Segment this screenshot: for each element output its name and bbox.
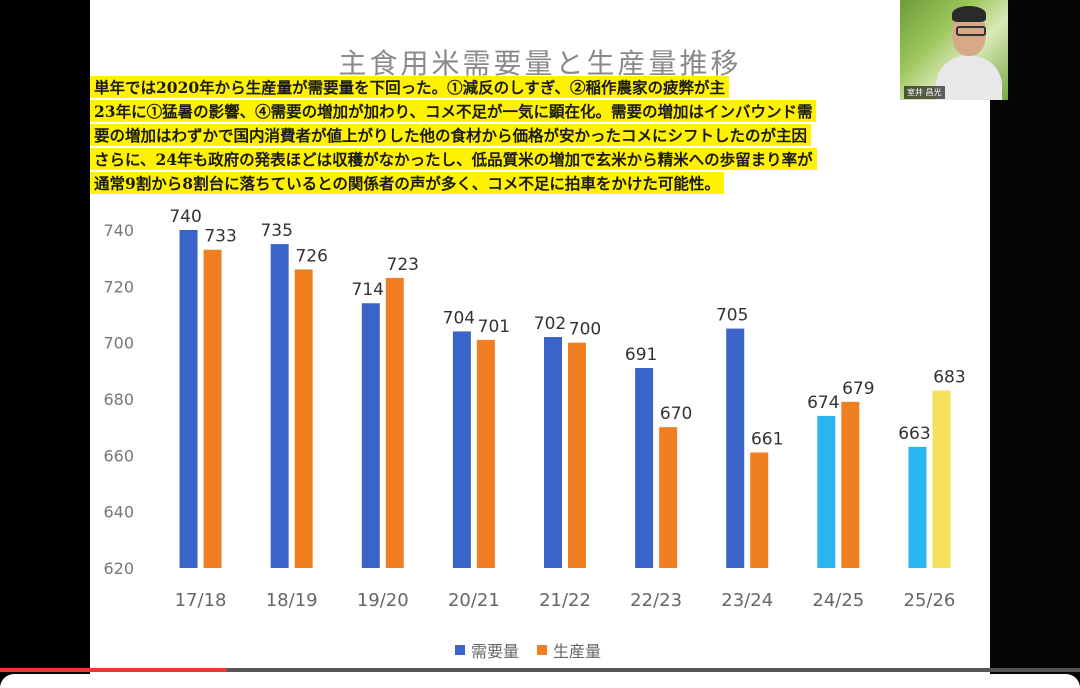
legend-label-demand: 需要量: [471, 642, 520, 661]
bar-demand: [270, 244, 289, 569]
highlight-line: さらに、24年も政府の発表ほどは収穫がなかったし、低品質米の増加で玄米から精米へ…: [90, 148, 817, 170]
y-tick-label: 720: [103, 277, 134, 296]
data-label-production: 679: [842, 379, 874, 399]
bar-demand: [544, 337, 562, 568]
x-tick-label: 25/26: [904, 590, 956, 611]
y-tick-label: 680: [103, 390, 134, 409]
y-tick-label: 620: [103, 559, 134, 578]
bar-demand: [726, 328, 745, 568]
data-label-production: 726: [295, 246, 327, 266]
data-label-demand: 740: [169, 207, 201, 227]
presenter-webcam: 室井 昌光: [900, 0, 1008, 100]
legend-swatch-demand: [455, 645, 465, 655]
glasses-icon: [956, 26, 986, 36]
x-tick-label: 19/20: [357, 590, 409, 611]
bar-demand: [817, 415, 836, 568]
data-label-demand: 691: [625, 345, 657, 365]
bar-demand: [361, 303, 380, 568]
legend-item-production: 生産量: [537, 638, 601, 662]
x-tick-label: 20/21: [448, 590, 500, 611]
bar-production: [932, 390, 951, 568]
bar-production: [385, 277, 404, 568]
data-label-production: 733: [204, 227, 236, 247]
data-label-demand: 705: [716, 306, 748, 326]
x-tick-label: 24/25: [812, 590, 864, 611]
right-dark-panel: [990, 0, 1080, 684]
data-label-production: 661: [751, 430, 783, 450]
bottom-panel-edge: [0, 674, 1080, 688]
data-label-demand: 674: [807, 393, 839, 413]
highlight-line: 要の増加はわずかで国内消費者が値上がりした他の食材から価格が安かったコメにシフト…: [90, 124, 812, 146]
highlight-line: 通常9割から8割台に落ちているとの関係者の声が多く、コメ不足に拍車をかけた可能性…: [90, 172, 724, 194]
presenter-name-tag: 室井 昌光: [904, 86, 945, 99]
legend-item-demand: 需要量: [455, 638, 519, 662]
data-label-demand: 704: [443, 308, 475, 328]
x-tick-label: 21/22: [539, 590, 591, 611]
highlight-line: 23年に①猛暑の影響、④需要の増加が加わり、コメ不足が一気に顕在化。需要の増加は…: [90, 100, 817, 122]
data-label-production: 700: [569, 320, 601, 340]
y-tick-label: 660: [103, 446, 134, 465]
legend-label-production: 生産量: [553, 642, 602, 661]
bar-production: [568, 342, 586, 568]
legend-swatch-production: [537, 645, 548, 655]
x-tick-label: 18/19: [266, 590, 318, 611]
y-tick-label: 740: [103, 221, 134, 240]
video-progress-bar[interactable]: [0, 668, 1080, 672]
x-tick-label: 23/24: [721, 590, 773, 611]
bar-production: [750, 452, 769, 568]
bar-demand: [179, 230, 198, 568]
chart-legend: 需要量 生産量: [455, 638, 601, 662]
bar-production: [294, 269, 313, 568]
bar-demand: [908, 446, 927, 568]
bar-demand: [635, 368, 654, 568]
data-label-demand: 735: [260, 221, 292, 241]
x-tick-label: 17/18: [175, 590, 227, 611]
highlight-line: 単年では2020年から生産量が需要量を下回った。①減反のしすぎ、②稲作農家の疲弊…: [90, 76, 730, 98]
bar-production: [476, 339, 495, 568]
data-label-demand: 714: [352, 280, 384, 300]
chart-title: 主食用米需要量と生産量推移: [338, 47, 742, 80]
highlighted-text-block: 単年では2020年から生産量が需要量を下回った。①減反のしすぎ、②稲作農家の疲弊…: [90, 76, 890, 202]
bar-production: [203, 249, 222, 568]
data-label-production: 723: [387, 255, 419, 275]
bar-demand: [452, 331, 471, 568]
data-label-demand: 663: [898, 424, 930, 444]
x-tick-label: 22/23: [630, 590, 682, 611]
bar-production: [841, 401, 860, 568]
presenter-body: [936, 56, 1002, 100]
data-label-production: 670: [660, 404, 692, 424]
data-label-production: 683: [933, 368, 965, 388]
y-tick-label: 700: [103, 334, 134, 353]
y-tick-label: 640: [103, 503, 134, 522]
video-progress-fill: [0, 668, 227, 672]
bar-production: [659, 427, 678, 568]
data-label-production: 701: [478, 317, 510, 337]
presenter-hair: [952, 6, 986, 22]
data-label-demand: 702: [534, 314, 566, 334]
